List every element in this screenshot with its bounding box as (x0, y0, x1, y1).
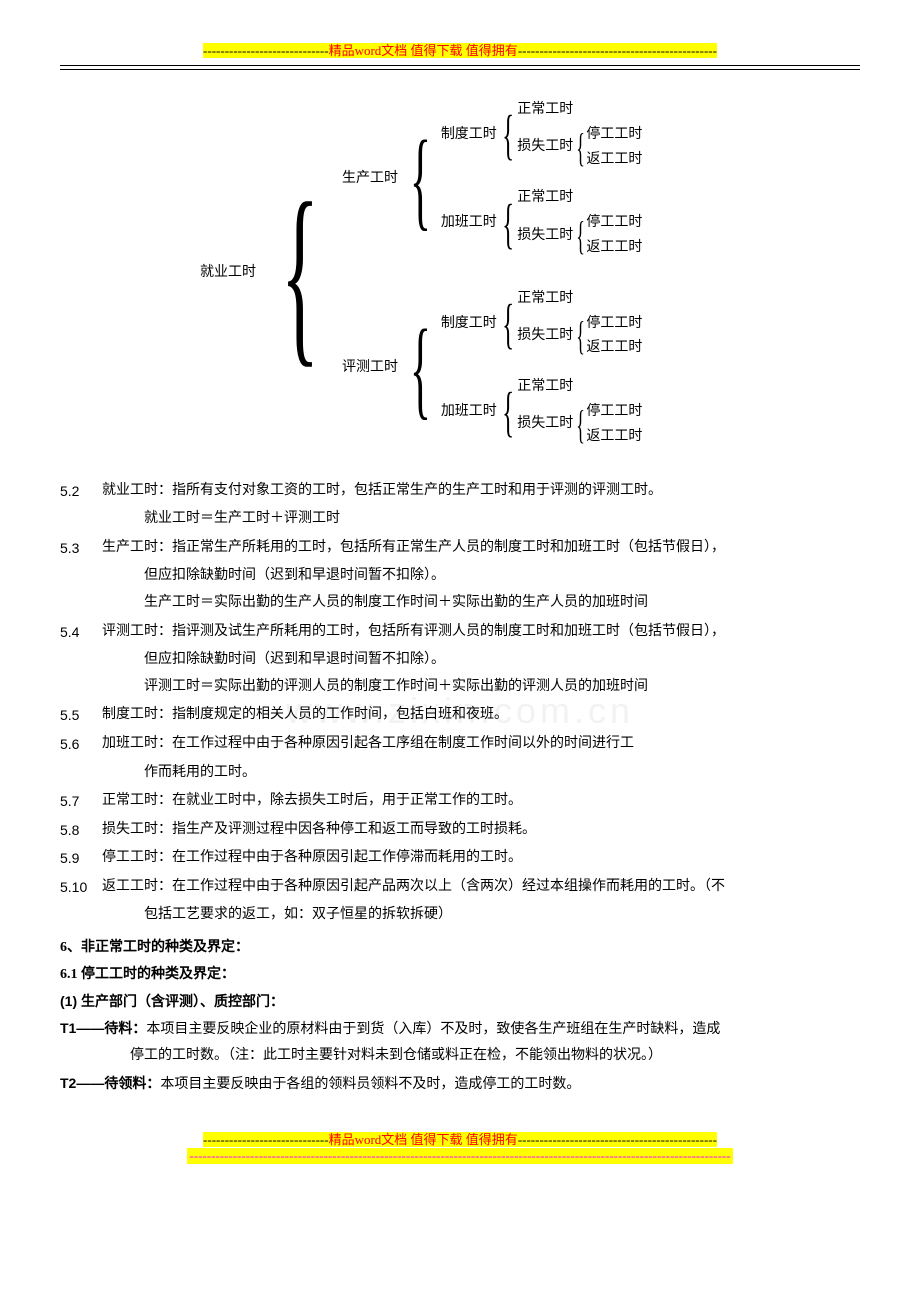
item-text: 评测工时＝实际出勤的评测人员的制度工作时间＋实际出勤的评测人员的加班时间 (60, 674, 860, 701)
definitions: 5.2就业工时：指所有支付对象工资的工时，包括正常生产的生产工时和用于评测的评测… (60, 478, 860, 1099)
tree-b1-0: 生产工时 (342, 171, 400, 188)
header-rule (60, 65, 860, 70)
brace-icon: { (410, 100, 431, 259)
t2-text: 本项目主要反映由于各组的领料员领料不及时，造成停工的工时数。 (160, 1077, 580, 1092)
brace-icon: { (576, 314, 585, 360)
brace-icon: { (502, 188, 514, 258)
item-text: 就业工时＝生产工时＋评测工时 (60, 506, 860, 533)
tree-root: 就业工时 (200, 265, 258, 282)
tree-b2: 制度工时 (441, 127, 499, 144)
tree-leaf: 返工工时 (586, 150, 642, 171)
subsection-1: (1) 生产部门（含评测）、质控部门： (60, 988, 860, 1015)
item-num: 5.4 (60, 619, 102, 646)
item-num: 5.6 (60, 731, 102, 758)
tree-b2: 制度工时 (441, 316, 499, 333)
tree-leaf: 停工工时 (586, 314, 642, 335)
item-text: 就业工时：指所有支付对象工资的工时，包括正常生产的生产工时和用于评测的评测工时。 (102, 478, 860, 505)
brace-icon: { (502, 377, 514, 447)
item-text: 生产工时：指正常生产所耗用的工时，包括所有正常生产人员的制度工时和加班工时（包括… (102, 535, 860, 562)
tree-leaf: 返工工时 (586, 338, 642, 359)
item-num: 5.7 (60, 788, 102, 815)
tree-leaf: 正常工时 (517, 377, 642, 398)
item-num: 5.10 (60, 874, 102, 901)
t1-item: T1——待料：本项目主要反映企业的原材料由于到货（入库）不及时，致使各生产班组在… (60, 1015, 860, 1044)
header-banner: -----------------------------精品word文档 值得… (60, 40, 860, 59)
tree-leaf: 返工工时 (586, 238, 642, 259)
tree-sub: 损失工时 (517, 139, 575, 156)
t2-item: T2——待领料：本项目主要反映由于各组的领料员领料不及时，造成停工的工时数。 (60, 1070, 860, 1099)
header-dash-right: ----------------------------------------… (518, 43, 717, 58)
brace-icon: { (576, 125, 585, 171)
tree-leaf: 正常工时 (517, 188, 642, 209)
section-heading-6: 6、非正常工时的种类及界定： (60, 935, 860, 962)
tree-leaf: 停工工时 (586, 213, 642, 234)
item-text: 作而耗用的工时。 (60, 760, 860, 787)
footer-text: 精品word文档 值得下载 值得拥有 (329, 1132, 518, 1147)
footer-dash-left: ----------------------------- (203, 1132, 329, 1147)
tree-b2: 加班工时 (441, 215, 499, 232)
header-text: 精品word文档 值得下载 值得拥有 (329, 43, 518, 58)
tree-sub: 损失工时 (517, 328, 575, 345)
tree-leaf: 返工工时 (586, 427, 642, 448)
item-text: 但应扣除缺勤时间（迟到和早退时间暂不扣除）。 (60, 647, 860, 674)
brace-icon: { (502, 289, 514, 359)
t2-label: T2——待领料： (60, 1075, 160, 1091)
brace-icon: { (502, 100, 514, 170)
item-text: 停工工时：在工作过程中由于各种原因引起工作停滞而耗用的工时。 (102, 845, 860, 872)
brace-icon: { (281, 100, 319, 448)
tree-b1-1: 评测工时 (342, 360, 400, 377)
item-text: 评测工时：指评测及试生产所耗用的工时，包括所有评测人员的制度工时和加班工时（包括… (102, 619, 860, 646)
t1-label: T1——待料： (60, 1020, 146, 1036)
item-text: 返工工时：在工作过程中由于各种原因引起产品两次以上（含两次）经过本组操作而耗用的… (102, 874, 860, 901)
brace-icon: { (410, 289, 431, 448)
t1-text-cont: 停工的工时数。（注：此工时主要针对料未到仓储或料正在检，不能领出物料的状况。） (60, 1043, 860, 1070)
tree-leaf: 正常工时 (517, 289, 642, 310)
item-num: 5.3 (60, 535, 102, 562)
header-dash-left: ----------------------------- (203, 43, 329, 58)
item-text: 损失工时：指生产及评测过程中因各种停工和返工而导致的工时损耗。 (102, 817, 860, 844)
brace-icon: { (576, 213, 585, 259)
item-num: 5.9 (60, 845, 102, 872)
item-text: 加班工时：在工作过程中由于各种原因引起各工序组在制度工作时间以外的时间进行工 (102, 731, 860, 758)
t1-text: 本项目主要反映企业的原材料由于到货（入库）不及时，致使各生产班组在生产时缺料，造… (146, 1022, 720, 1037)
item-text: 包括工艺要求的返工，如：双子恒星的拆软拆硬） (60, 902, 860, 929)
footer-dash-right: ----------------------------------------… (518, 1132, 717, 1147)
tree-b2: 加班工时 (441, 404, 499, 421)
brace-icon: { (576, 402, 585, 448)
hierarchy-tree: 就业工时 { 生产工时 { 制度工时 { 正常工时 (200, 100, 860, 448)
item-text: 但应扣除缺勤时间（迟到和早退时间暂不扣除）。 (60, 563, 860, 590)
item-text: 制度工时：指制度规定的相关人员的工作时间，包括白班和夜班。 (102, 702, 860, 729)
tree-leaf: 停工工时 (586, 125, 642, 146)
item-text: 生产工时＝实际出勤的生产人员的制度工作时间＋实际出勤的生产人员的加班时间 (60, 590, 860, 617)
footer-rule-dashes: ----------------------------------------… (187, 1148, 732, 1164)
item-num: 5.5 (60, 702, 102, 729)
section-heading-6-1: 6.1 停工工时的种类及界定： (60, 962, 860, 989)
tree-sub: 损失工时 (517, 416, 575, 433)
footer-banners: -----------------------------精品word文档 值得… (60, 1129, 860, 1164)
item-num: 5.2 (60, 478, 102, 505)
item-num: 5.8 (60, 817, 102, 844)
tree-leaf: 停工工时 (586, 402, 642, 423)
item-text: 正常工时：在就业工时中，除去损失工时后，用于正常工作的工时。 (102, 788, 860, 815)
tree-sub: 损失工时 (517, 228, 575, 245)
tree-leaf: 正常工时 (517, 100, 642, 121)
